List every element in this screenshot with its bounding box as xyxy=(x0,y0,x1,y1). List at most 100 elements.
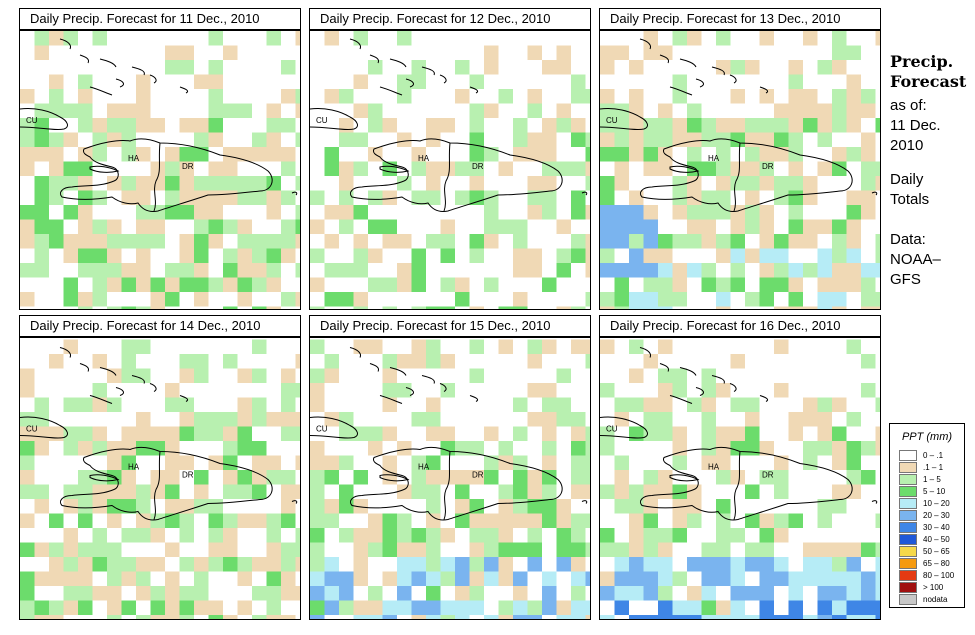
precip-cell xyxy=(600,190,615,205)
precip-cell xyxy=(34,615,49,619)
precip-cell xyxy=(49,513,64,528)
precip-cell xyxy=(658,484,673,499)
precip-cell xyxy=(440,600,455,615)
precip-cell xyxy=(136,219,151,234)
legend-label: 0 – .1 xyxy=(923,451,944,460)
precip-cell xyxy=(440,354,455,369)
precip-cell xyxy=(121,455,136,470)
map-canvas: CU HA DR xyxy=(600,339,880,619)
precip-cell xyxy=(861,205,876,220)
map-canvas: CU HA DR xyxy=(20,31,300,309)
puerto-rico-tip xyxy=(581,500,588,504)
precip-cell xyxy=(194,557,209,572)
precip-cell xyxy=(832,397,847,412)
precip-cell xyxy=(513,615,528,619)
precip-cell xyxy=(832,147,847,162)
precip-cell xyxy=(846,74,861,89)
precip-cell xyxy=(788,586,803,601)
precip-cell xyxy=(759,161,774,176)
precip-cell xyxy=(382,615,397,619)
precip-cell xyxy=(179,557,194,572)
precip-cell xyxy=(701,571,716,586)
precip-cell xyxy=(861,277,876,292)
precip-cell xyxy=(716,383,731,398)
precip-cell xyxy=(716,600,731,615)
cuba-coastline xyxy=(600,416,648,439)
precip-cell xyxy=(527,132,542,147)
precip-cell xyxy=(411,263,426,278)
precip-cell xyxy=(339,161,354,176)
precip-cell xyxy=(223,455,238,470)
precip-cell xyxy=(440,383,455,398)
precip-cell xyxy=(208,426,223,441)
precip-cell xyxy=(150,513,165,528)
precip-cell xyxy=(78,190,93,205)
precip-cell xyxy=(426,586,441,601)
precip-cell xyxy=(803,176,818,191)
precip-cell xyxy=(658,248,673,263)
precip-cell xyxy=(817,248,832,263)
precip-cell xyxy=(716,306,731,309)
precip-cell xyxy=(78,306,93,309)
precip-cell xyxy=(382,397,397,412)
precip-cell xyxy=(295,176,300,191)
precip-cell xyxy=(513,292,528,307)
label-dominican-republic: DR xyxy=(472,471,484,480)
precip-cell xyxy=(411,74,426,89)
precip-cell xyxy=(397,354,412,369)
precip-cell xyxy=(353,103,368,118)
precip-cell xyxy=(527,542,542,557)
precip-cell xyxy=(295,557,300,572)
precip-cell xyxy=(295,89,300,104)
precip-cell xyxy=(774,484,789,499)
label-cuba: CU xyxy=(316,116,328,125)
precip-cell xyxy=(614,45,629,60)
precip-cell xyxy=(817,542,832,557)
map-canvas: CU HA DR xyxy=(20,339,300,619)
precip-cell xyxy=(368,615,383,619)
precip-cell xyxy=(34,484,49,499)
precip-cell xyxy=(165,470,180,485)
precip-cell xyxy=(556,368,571,383)
precip-cell xyxy=(629,339,644,354)
precip-cell xyxy=(585,354,590,369)
precip-cell xyxy=(585,132,590,147)
precip-cell xyxy=(643,306,658,309)
precip-cell xyxy=(150,484,165,499)
precip-cell xyxy=(745,118,760,133)
precip-cell xyxy=(208,513,223,528)
precip-cell xyxy=(324,368,339,383)
precip-cell xyxy=(368,60,383,75)
precip-cell xyxy=(658,412,673,427)
precip-cell xyxy=(629,234,644,249)
precip-cell xyxy=(223,470,238,485)
precip-cell xyxy=(397,31,412,46)
precip-cell xyxy=(136,586,151,601)
precip-cell xyxy=(165,571,180,586)
precip-cell xyxy=(324,147,339,162)
precip-cell xyxy=(455,586,470,601)
precip-cell xyxy=(875,542,880,557)
precip-cell xyxy=(353,306,368,309)
precip-cell xyxy=(34,234,49,249)
precip-cell xyxy=(600,147,615,162)
precip-cell xyxy=(179,263,194,278)
precip-cell xyxy=(179,161,194,176)
precip-cell xyxy=(817,60,832,75)
precip-cell xyxy=(20,205,35,220)
precip-cell xyxy=(426,132,441,147)
precip-cell xyxy=(411,470,426,485)
precip-cell xyxy=(150,600,165,615)
precip-cell xyxy=(614,600,629,615)
precip-cell xyxy=(411,455,426,470)
precip-cell xyxy=(484,147,499,162)
gonave-island xyxy=(379,165,410,173)
precip-cell xyxy=(527,600,542,615)
precip-cell xyxy=(629,205,644,220)
precip-cell xyxy=(382,219,397,234)
precip-cell xyxy=(353,470,368,485)
precip-cell xyxy=(310,248,325,263)
precip-cell xyxy=(107,234,122,249)
precip-cell xyxy=(136,484,151,499)
precip-cell xyxy=(788,89,803,104)
